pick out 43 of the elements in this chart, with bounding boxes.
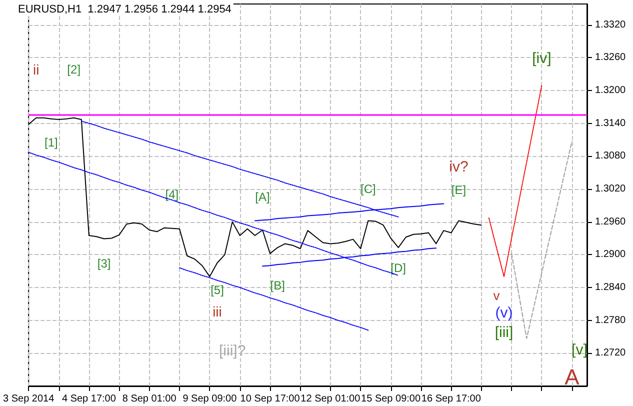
x-tick-label: 9 Sep 09:00 bbox=[182, 394, 238, 404]
annotation: [E] bbox=[451, 183, 466, 198]
line-series bbox=[511, 140, 572, 339]
annotation: [iii] bbox=[494, 324, 514, 341]
annotation: (v) bbox=[495, 304, 513, 322]
y-tick-label: 1.3080 bbox=[595, 150, 626, 162]
y-tick-label: 1.3020 bbox=[595, 183, 626, 194]
annotation: [B] bbox=[270, 278, 285, 292]
x-tick-label: 8 Sep 01:00 bbox=[122, 394, 177, 404]
annotation: ii bbox=[33, 62, 40, 78]
x-tick-label: 12 Sep 01:00 bbox=[300, 394, 361, 404]
x-tick-label: 10 Sep 17:00 bbox=[240, 394, 300, 404]
annotation: A bbox=[564, 364, 580, 390]
annotation: [D] bbox=[390, 260, 406, 275]
y-tick-label: 1.2720 bbox=[595, 348, 626, 359]
x-tick-label: 3 Sep 2014 bbox=[2, 394, 55, 404]
annotation: [v] bbox=[572, 341, 588, 358]
annotation: [iii]? bbox=[218, 342, 246, 360]
annotation: iv? bbox=[449, 158, 468, 176]
y-tick-label: 1.2780 bbox=[595, 314, 626, 326]
annotation: iii bbox=[212, 304, 222, 320]
annotation: [1] bbox=[44, 135, 58, 150]
y-tick-label: 1.2900 bbox=[595, 249, 626, 260]
annotation: [iv] bbox=[532, 50, 552, 68]
y-tick-label: 1.3140 bbox=[595, 118, 626, 129]
line-series bbox=[488, 85, 542, 278]
y-tick-label: 1.2960 bbox=[595, 216, 626, 228]
x-tick-label: 4 Sep 17:00 bbox=[62, 394, 116, 404]
annotation: [4] bbox=[165, 187, 179, 202]
y-tick-label: 1.2840 bbox=[595, 282, 626, 293]
annotation: v bbox=[493, 288, 500, 304]
x-tick-label: 16 Sep 17:00 bbox=[421, 394, 482, 404]
annotation: [5] bbox=[210, 283, 224, 298]
chart-title: EURUSD,H1 1.2947 1.2956 1.2944 1.2954 bbox=[18, 4, 232, 16]
annotation: [A] bbox=[255, 190, 270, 204]
x-tick-label: 15 Sep 09:00 bbox=[361, 394, 421, 404]
annotation: [C] bbox=[360, 182, 376, 196]
y-tick-label: 1.3320 bbox=[595, 19, 626, 30]
annotation: [2] bbox=[67, 62, 81, 77]
line-series bbox=[179, 267, 369, 331]
y-tick-label: 1.3200 bbox=[595, 84, 626, 96]
annotation: [3] bbox=[97, 256, 111, 270]
y-tick-label: 1.3260 bbox=[595, 52, 626, 64]
